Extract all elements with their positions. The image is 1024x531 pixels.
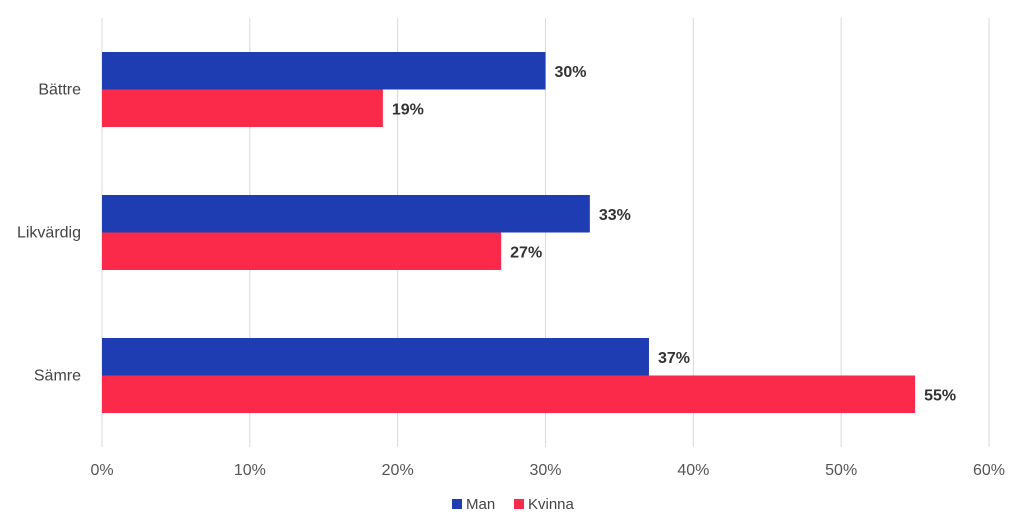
bar-man-0 (102, 52, 546, 90)
legend-label-kvinna: Kvinna (528, 496, 575, 513)
bar-man-2 (102, 338, 649, 376)
x-tick-label-3: 30% (529, 462, 561, 479)
bar-kvinna-0 (102, 89, 383, 127)
x-tick-label-2: 20% (382, 462, 414, 479)
legend-swatch-man (452, 499, 462, 509)
x-tick-label-1: 10% (234, 462, 266, 479)
category-label-2: Sämre (34, 368, 81, 385)
category-labels: Bättre Likvärdig Sämre (17, 82, 81, 385)
bar-kvinna-2 (102, 375, 916, 413)
data-label-man-2: 37% (658, 350, 690, 367)
bars (102, 52, 916, 413)
x-tick-label-5: 50% (825, 462, 857, 479)
data-label-kvinna-2: 55% (924, 387, 956, 404)
data-label-man-0: 30% (555, 64, 587, 81)
bar-man-1 (102, 195, 590, 233)
legend-label-man: Man (466, 496, 495, 513)
data-label-man-1: 33% (599, 207, 631, 224)
data-labels: 30% 19% 33% 27% 37% 55% (392, 64, 956, 405)
data-label-kvinna-1: 27% (510, 244, 542, 261)
x-tick-label-6: 60% (973, 462, 1005, 479)
category-label-1: Likvärdig (17, 225, 81, 242)
x-tick-label-4: 40% (677, 462, 709, 479)
data-label-kvinna-0: 19% (392, 101, 424, 118)
x-axis-tick-labels: 0% 10% 20% 30% 40% 50% 60% (90, 462, 1005, 479)
legend: Man Kvinna (452, 496, 575, 513)
x-tick-label-0: 0% (90, 462, 113, 479)
legend-swatch-kvinna (514, 499, 524, 509)
category-label-0: Bättre (38, 82, 81, 99)
bar-kvinna-1 (102, 232, 502, 270)
